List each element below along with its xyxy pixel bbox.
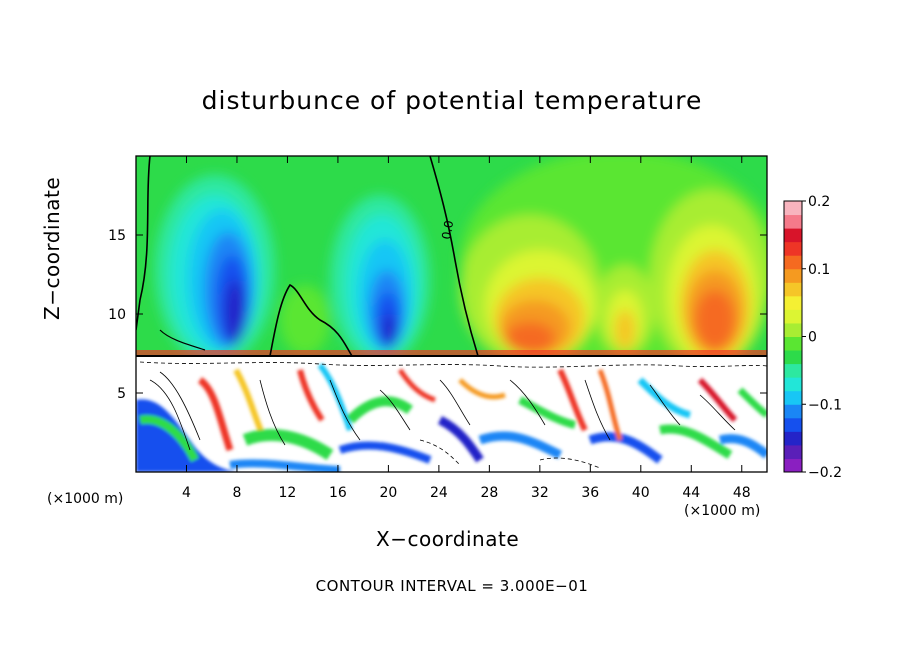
- colorbar-tick-label: 0: [808, 330, 817, 346]
- colorbar: 0.2 0.1 0 −0.1 −0.2: [783, 194, 842, 481]
- colorbar-tick-label: −0.2: [808, 465, 842, 481]
- x-tick-label: 44: [682, 485, 700, 501]
- colorbar-swatch: [784, 458, 802, 473]
- y-tick-label: 10: [108, 307, 126, 323]
- colorbar-swatch: [784, 404, 802, 419]
- colorbar-swatch: [784, 444, 802, 459]
- colorbar-swatch: [784, 268, 802, 283]
- y-axis: 5 10 15: [108, 228, 767, 402]
- colorbar-tick-label: 0.2: [808, 194, 830, 210]
- colorbar-swatch: [784, 350, 802, 365]
- colorbar-swatch: [784, 309, 802, 324]
- y-tick-label: 15: [108, 228, 126, 244]
- x-tick-label: 28: [480, 485, 498, 501]
- x-tick-label: 16: [329, 485, 347, 501]
- heatmap-field: [136, 156, 767, 472]
- colorbar-swatch: [784, 417, 802, 432]
- x-unit-label-right: (×1000 m): [684, 503, 761, 519]
- colorbar-swatch: [784, 295, 802, 310]
- x-tick-label: 40: [632, 485, 650, 501]
- x-tick-label: 20: [379, 485, 397, 501]
- colorbar-swatch: [784, 390, 802, 405]
- colorbar-swatch: [784, 255, 802, 270]
- colorbar-swatch: [784, 336, 802, 351]
- chart-title: disturbunce of potential temperature: [201, 86, 703, 115]
- y-tick-label: 5: [117, 386, 126, 402]
- colorbar-swatch: [784, 431, 802, 446]
- x-tick-label: 4: [182, 485, 191, 501]
- colorbar-tick-label: −0.1: [808, 397, 842, 413]
- x-tick-label: 8: [232, 485, 241, 501]
- x-tick-label: 48: [733, 485, 751, 501]
- colorbar-swatch: [784, 322, 802, 337]
- x-axis-label: X−coordinate: [376, 527, 520, 551]
- colorbar-swatch: [784, 214, 802, 229]
- colorbar-swatch: [784, 377, 802, 392]
- colorbar-swatch: [784, 241, 802, 256]
- colorbar-swatch: [784, 201, 802, 216]
- colorbar-swatch: [784, 282, 802, 297]
- x-axis: 4 8 12 16 20 24 28 32 36 40 44 48: [182, 156, 751, 501]
- x-tick-label: 36: [581, 485, 599, 501]
- colorbar-tick-label: 0.1: [808, 262, 830, 278]
- x-tick-label: 24: [430, 485, 448, 501]
- x-tick-label: 12: [279, 485, 297, 501]
- contour-interval-note: CONTOUR INTERVAL = 3.000E−01: [315, 577, 589, 595]
- x-tick-label: 32: [531, 485, 549, 501]
- colorbar-swatch: [784, 363, 802, 378]
- x-unit-label-left: (×1000 m): [47, 491, 124, 507]
- colorbar-swatch: [784, 228, 802, 243]
- contour-label: 0.0: [439, 219, 456, 240]
